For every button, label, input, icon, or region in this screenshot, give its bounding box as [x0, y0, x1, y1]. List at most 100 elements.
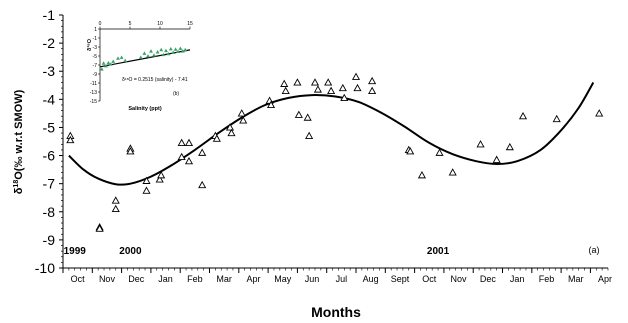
inset-x-tick-label: 15	[187, 21, 193, 27]
y-axis-title-delta: δ	[13, 187, 25, 194]
x-tick-label: Jul	[336, 274, 348, 284]
inset-fit-line	[99, 49, 191, 68]
data-point	[324, 78, 333, 86]
inset-data-point	[108, 62, 113, 66]
x-tick-label: May	[274, 274, 292, 284]
y-axis-title-sup: 18	[13, 180, 20, 188]
inset-data-point	[101, 61, 106, 65]
data-point	[126, 147, 135, 155]
data-point	[281, 86, 290, 94]
inset-y-tick-label: -13	[90, 90, 97, 96]
inset-data-point	[104, 64, 108, 68]
data-point	[340, 93, 349, 102]
main-plot: -1-2-3-4-5-6-7-8-9-10 Oct Nov Dec Jan Feb Mar…	[13, 7, 612, 320]
data-point	[111, 204, 120, 213]
data-point	[406, 147, 415, 155]
x-tick-label: Jan	[158, 274, 173, 284]
year-label: 2000	[119, 246, 142, 257]
data-point	[476, 140, 485, 148]
x-tick-label: Aug	[363, 274, 379, 284]
data-point	[310, 78, 320, 86]
y-tick-label: -7	[43, 176, 56, 192]
inset-y-tick-label: 1	[94, 27, 97, 33]
data-point	[338, 83, 347, 92]
data-point	[184, 138, 194, 146]
inset-data-point	[161, 52, 166, 57]
data-point	[305, 131, 314, 139]
inset-data-point	[123, 58, 128, 63]
x-tick-label: Dec	[480, 274, 497, 284]
y-tick-label: -2	[43, 35, 56, 51]
inset-data-point	[138, 55, 143, 59]
data-point	[198, 148, 207, 156]
data-point	[313, 85, 322, 93]
data-point	[239, 116, 248, 124]
data-point	[157, 171, 166, 179]
data-point	[237, 109, 246, 117]
inset-data-point	[142, 51, 147, 55]
data-point	[353, 83, 362, 92]
inset-data-point	[178, 46, 183, 50]
data-point	[177, 138, 186, 146]
inset-y-tick-label: -1	[93, 36, 98, 42]
y-axis-title-rest: O(‰ w.r.t SMOW)	[13, 89, 25, 179]
y-tick-label: -6	[43, 148, 56, 164]
inset-x-tick-label: 5	[129, 21, 132, 27]
x-tick-label: Mar	[216, 274, 232, 284]
data-point	[448, 168, 457, 176]
x-tick-label: Jun	[305, 274, 320, 284]
inset-data-points	[99, 46, 188, 71]
inset-plot: 0 5 10 15 1 -1 -3 -5 -7 -9 -11 -13 -15 δ¹⁸O = 0.251…	[86, 21, 193, 112]
inset-y-tick-label: -5	[93, 54, 98, 60]
x-tick-label: Nov	[451, 274, 468, 284]
data-points	[66, 72, 604, 232]
inset-data-point	[111, 59, 116, 63]
x-tick-label: Nov	[99, 274, 116, 284]
inset-data-point	[180, 49, 185, 53]
inset-data-point	[152, 53, 156, 57]
data-point	[368, 76, 377, 85]
y-ticks: -1 -2 -3 -4 -5 -6 -7 -8 -9 -10	[35, 7, 63, 276]
inset-data-point	[173, 47, 178, 51]
inset-y-tick-label: -9	[93, 72, 98, 78]
data-point	[492, 155, 501, 163]
y-tick-label: -9	[43, 232, 56, 248]
data-point	[368, 86, 377, 94]
x-tick-label: Apr	[598, 274, 612, 284]
inset-y-tick-label: -11	[90, 81, 97, 87]
inset-data-point	[164, 48, 168, 53]
data-point	[417, 171, 427, 179]
inset-data-point	[99, 67, 104, 71]
inset-data-point	[116, 56, 120, 60]
data-point	[435, 148, 444, 156]
data-point	[280, 79, 289, 87]
x-tick-label: Feb	[187, 274, 203, 284]
data-point	[518, 111, 528, 120]
inset-data-point	[159, 47, 164, 52]
year-label: 2001	[427, 246, 450, 257]
inset-y-ticks: 1 -1 -3 -5 -7 -9 -11 -13 -15	[90, 27, 100, 105]
inset-data-point	[183, 47, 188, 52]
data-point	[212, 134, 221, 142]
x-axis-title: Months	[311, 304, 361, 320]
inset-data-point	[119, 55, 124, 59]
data-point	[95, 224, 104, 232]
inset-data-point	[106, 60, 111, 65]
data-point	[184, 156, 194, 165]
year-label: 1999	[64, 246, 87, 257]
data-point	[66, 135, 75, 144]
data-point	[142, 186, 151, 194]
y-axis-title: δ18O(‰ w.r.t SMOW)	[13, 89, 25, 194]
fit-curve	[68, 82, 595, 186]
x-ticks: Oct Nov Dec Jan Feb Mar Apr May Jun Jul Aug Sept Oct…	[62, 268, 612, 284]
data-point	[142, 176, 151, 184]
data-point	[293, 78, 302, 86]
inset-data-point	[146, 54, 150, 58]
data-point	[303, 113, 312, 121]
inset-x-ticks: 0 5 10 15	[99, 21, 193, 29]
inset-x-axis-title: Salinity (ppt)	[128, 106, 161, 112]
inset-y-tick-label: -15	[90, 99, 97, 105]
inset-y-axis-title: δ¹⁸O	[86, 38, 93, 51]
x-tick-label: Apr	[246, 274, 260, 284]
